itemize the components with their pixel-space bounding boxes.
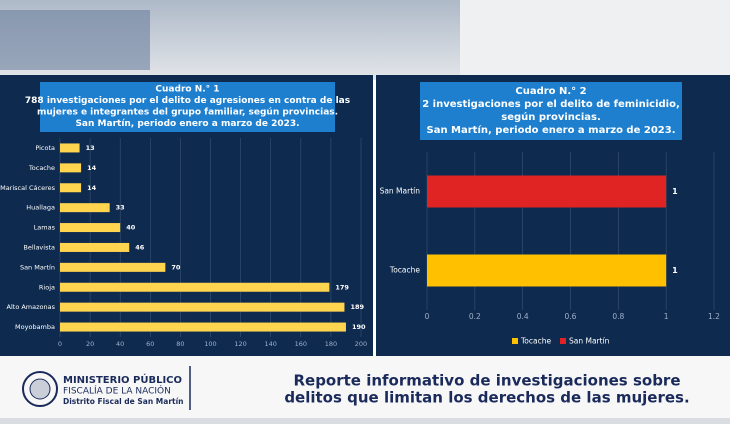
- footer-band: [0, 418, 730, 424]
- x-tick-label: 40: [116, 340, 124, 348]
- building: [0, 10, 150, 70]
- x-tick-label: 140: [264, 340, 276, 348]
- footer: [0, 356, 730, 424]
- logo-text: Distrito Fiscal de San Martín: [63, 397, 184, 406]
- chart-title: 2 investigaciones por el delito de femin…: [422, 99, 680, 110]
- data-label: 46: [135, 243, 145, 251]
- chart-title: San Martín, periodo enero a marzo de 202…: [427, 124, 676, 136]
- bar: [60, 223, 121, 233]
- x-tick-label: 160: [295, 340, 307, 348]
- data-label: 40: [126, 224, 136, 232]
- building: [460, 0, 730, 75]
- x-tick-label: 0.2: [469, 312, 481, 321]
- bar: [60, 203, 110, 213]
- y-tick-label: San Martín: [20, 263, 55, 271]
- report-title: Reporte informativo de investigaciones s…: [293, 372, 680, 390]
- data-label: 189: [350, 303, 364, 311]
- data-label: 14: [87, 164, 97, 172]
- x-tick-label: 0: [425, 312, 430, 321]
- data-label: 33: [116, 204, 125, 212]
- y-tick-label: Mariscal Cáceres: [0, 184, 56, 192]
- bar: [60, 183, 82, 193]
- data-label: 14: [87, 184, 97, 192]
- y-tick-label: Moyobamba: [15, 323, 55, 331]
- bar: [60, 242, 130, 252]
- y-tick-label: Bellavista: [23, 243, 55, 251]
- data-label: 13: [86, 144, 95, 152]
- x-tick-label: 80: [176, 340, 184, 348]
- bar: [427, 254, 667, 287]
- logo-text: FISCALÍA DE LA NACIÓN: [63, 385, 171, 397]
- x-tick-label: 60: [146, 340, 154, 348]
- x-tick-label: 0.6: [565, 312, 577, 321]
- legend-swatch: [560, 338, 566, 344]
- bar: [60, 163, 82, 173]
- y-tick-label: Lamas: [34, 224, 56, 232]
- bar: [427, 175, 667, 208]
- bar: [60, 282, 330, 292]
- x-tick-label: 20: [86, 340, 94, 348]
- y-tick-label: Picota: [35, 144, 55, 152]
- chart-title: Cuadro N.° 2: [515, 86, 586, 97]
- x-tick-label: 100: [204, 340, 216, 348]
- x-tick-label: 200: [355, 340, 367, 348]
- x-tick-label: 120: [234, 340, 246, 348]
- report-title: delitos que limitan los derechos de las …: [284, 389, 689, 407]
- data-label: 190: [352, 323, 366, 331]
- x-tick-label: 1: [664, 312, 669, 321]
- x-tick-label: 0.8: [612, 312, 624, 321]
- data-label: 1: [672, 266, 678, 275]
- logo-text: MINISTERIO PÚBLICO: [63, 373, 182, 386]
- x-tick-label: 1.2: [708, 312, 720, 321]
- legend-swatch: [512, 338, 518, 344]
- legend-label: Tocache: [520, 337, 551, 346]
- y-tick-label: Huallaga: [26, 204, 55, 212]
- data-label: 179: [335, 283, 349, 291]
- x-tick-label: 0.4: [517, 312, 529, 321]
- chart-title: Cuadro N.° 1: [155, 85, 219, 95]
- y-tick-label: Tocache: [28, 164, 55, 172]
- title-box: [420, 82, 682, 140]
- y-tick-label: Tocache: [389, 266, 420, 275]
- logo: [22, 371, 58, 407]
- legend-label: San Martín: [569, 337, 610, 346]
- chart-title: 788 investigaciones por el delito de agr…: [25, 96, 350, 106]
- data-label: 1: [672, 187, 678, 196]
- logo: [29, 378, 51, 400]
- chart-title: mujeres e integrantes del grupo familiar…: [37, 108, 338, 118]
- x-tick-label: 0: [58, 340, 62, 348]
- bar: [60, 143, 80, 153]
- bar: [60, 322, 346, 332]
- bar: [60, 262, 166, 272]
- x-tick-label: 180: [325, 340, 337, 348]
- y-tick-label: Rioja: [39, 283, 55, 291]
- chart-title: San Martín, periodo enero a marzo de 202…: [75, 119, 299, 129]
- y-tick-label: San Martín: [380, 187, 421, 196]
- title-box: [40, 82, 335, 132]
- bar: [60, 302, 345, 312]
- data-label: 70: [171, 263, 181, 271]
- y-tick-label: Alto Amazonas: [7, 303, 56, 311]
- chart-title: según provincias.: [501, 111, 601, 123]
